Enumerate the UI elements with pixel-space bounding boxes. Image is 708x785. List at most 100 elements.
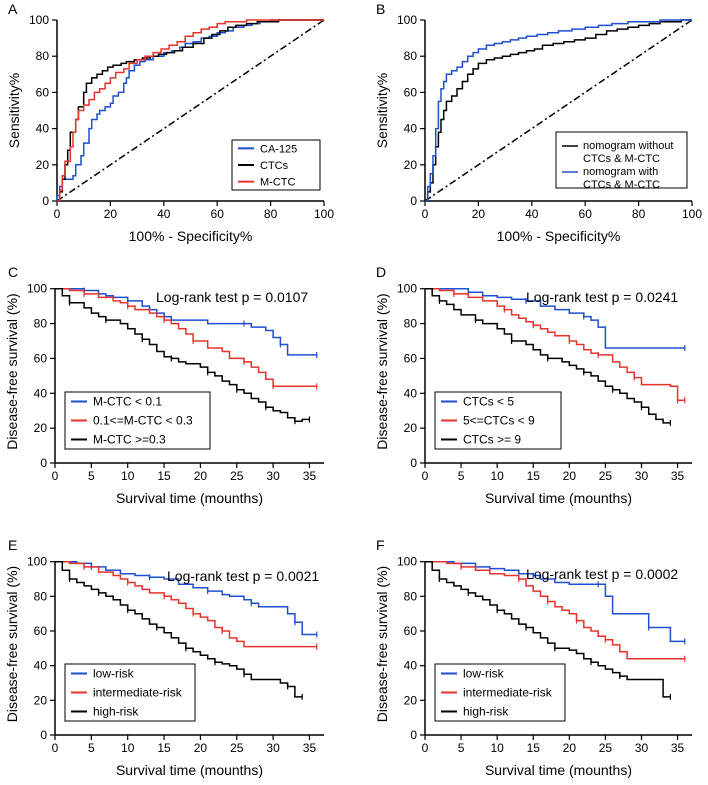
- legend-label-1: M-CTC < 0.1: [93, 395, 162, 409]
- x-tick-label: 15: [527, 741, 541, 755]
- x-tick-label: 5: [458, 469, 465, 483]
- log-rank-annotation: Log-rank test p = 0.0002: [526, 566, 678, 582]
- panel-label: F: [376, 537, 385, 553]
- y-tick-label: 60: [34, 624, 48, 638]
- x-tick-label: 15: [157, 741, 171, 755]
- x-tick-label: 30: [635, 741, 649, 755]
- legend-label-3: M-CTC >=0.3: [93, 433, 166, 447]
- y-tick-label: 80: [34, 317, 48, 331]
- y-tick-label: 20: [404, 421, 418, 435]
- y-tick-label: 0: [40, 728, 47, 742]
- x-tick-label: 40: [157, 207, 171, 221]
- x-tick-label: 0: [422, 741, 429, 755]
- x-tick-label: 0: [52, 741, 59, 755]
- legend-label-2: 0.1<=M-CTC < 0.3: [93, 414, 193, 428]
- x-tick-label: 30: [635, 469, 649, 483]
- legend-label-2: 5<=CTCs < 9: [463, 414, 535, 428]
- x-tick-label: 35: [671, 469, 685, 483]
- panel-C: C 0 20 40 60 80 100 0 5 10 15 20 25 30 35 Survival time…: [4, 264, 324, 506]
- x-tick-label: 20: [563, 741, 577, 755]
- x-tick-label: 25: [230, 741, 244, 755]
- y-tick-label: 80: [404, 49, 418, 63]
- x-axis-title: 100% - Specificity%: [129, 228, 253, 244]
- y-tick-label: 60: [34, 351, 48, 365]
- x-tick-label: 20: [563, 469, 577, 483]
- series-line-1: [425, 19, 692, 202]
- reference-diagonal: [424, 19, 693, 202]
- y-axis-title: Disease-free survival (%): [4, 293, 20, 449]
- y-tick-label: 100: [397, 555, 417, 569]
- y-tick-label: 40: [36, 122, 50, 136]
- x-axis-title: Survival time (mounths): [116, 762, 263, 778]
- legend-label-3: high-risk: [93, 705, 139, 719]
- y-tick-label: 80: [404, 317, 418, 331]
- panel-D: D 0 20 40 60 80 100 0 5 10 15 20 25 30 35 Survival time…: [374, 264, 692, 506]
- legend: M-CTC < 0.1 0.1<=M-CTC < 0.3 M-CTC >=0.3: [64, 391, 211, 450]
- y-tick-label: 100: [397, 282, 417, 296]
- x-tick-label: 25: [230, 469, 244, 483]
- y-tick-label: 40: [34, 659, 48, 673]
- x-axis-title: Survival time (mounths): [116, 490, 263, 506]
- legend: CTCs < 5 5<=CTCs < 9 CTCs >= 9: [434, 391, 562, 450]
- panel-label: A: [8, 1, 18, 17]
- x-tick-label: 0: [52, 469, 59, 483]
- panel-label: B: [376, 1, 385, 17]
- y-axis-title: Disease-free survival (%): [374, 293, 390, 449]
- series-line-3: [425, 560, 671, 698]
- x-tick-label: 25: [599, 469, 613, 483]
- x-tick-label: 40: [525, 207, 539, 221]
- legend-label-2: intermediate-risk: [463, 686, 553, 700]
- y-tick-label: 100: [27, 555, 47, 569]
- y-tick-label: 20: [34, 421, 48, 435]
- x-tick-label: 20: [194, 469, 208, 483]
- legend-label-3: high-risk: [463, 705, 509, 719]
- x-tick-label: 100: [682, 207, 702, 221]
- y-tick-label: 40: [404, 659, 418, 673]
- y-tick-label: 60: [404, 624, 418, 638]
- y-tick-label: 40: [404, 386, 418, 400]
- x-tick-label: 15: [157, 469, 171, 483]
- y-axis-title: Disease-free survival (%): [374, 566, 390, 722]
- y-tick-label: 100: [29, 13, 49, 27]
- series-line-3: [55, 287, 310, 422]
- panel-label: E: [8, 537, 17, 553]
- y-tick-label: 60: [404, 85, 418, 99]
- series-line-3: [425, 287, 671, 424]
- y-tick-label: 0: [40, 456, 47, 470]
- series-line-3: [57, 19, 324, 202]
- panel-B: B 0 20 40 60 80 100 0 20 40 60 80 100 100% - Specific…: [374, 1, 702, 244]
- series-line-2: [425, 287, 685, 402]
- x-tick-label: 25: [599, 741, 613, 755]
- panel-label: C: [8, 264, 18, 280]
- legend-label-1: nomogram without: [583, 140, 674, 152]
- legend-label-2: nomogram with: [583, 166, 658, 178]
- y-axis-title: Sensitivity%: [6, 73, 22, 148]
- y-tick-label: 0: [42, 194, 49, 208]
- x-tick-label: 0: [422, 207, 429, 221]
- legend: CA-125 CTCs M-CTC: [231, 139, 321, 191]
- x-tick-label: 100: [314, 207, 334, 221]
- x-tick-label: 35: [303, 469, 317, 483]
- x-tick-label: 80: [264, 207, 278, 221]
- y-tick-label: 20: [404, 693, 418, 707]
- x-tick-label: 0: [422, 469, 429, 483]
- log-rank-annotation: Log-rank test p = 0.0241: [526, 289, 678, 305]
- x-tick-label: 60: [579, 207, 593, 221]
- legend-box: [64, 391, 211, 450]
- legend-label-1: low-risk: [93, 667, 135, 681]
- series-line-1: [55, 287, 317, 356]
- y-tick-label: 100: [27, 282, 47, 296]
- y-tick-label: 100: [397, 13, 417, 27]
- panel-A: A 0 20 40 60 80 100 0 20 40 60 80 100 100% - Specific…: [6, 1, 334, 244]
- y-tick-label: 0: [410, 194, 417, 208]
- panel-label: D: [376, 264, 386, 280]
- log-rank-annotation: Log-rank test p = 0.0107: [156, 289, 308, 305]
- series-line-2: [55, 287, 317, 388]
- x-tick-label: 10: [121, 741, 135, 755]
- x-tick-label: 35: [671, 741, 685, 755]
- x-tick-label: 35: [303, 741, 317, 755]
- x-tick-label: 20: [194, 741, 208, 755]
- x-tick-label: 20: [472, 207, 486, 221]
